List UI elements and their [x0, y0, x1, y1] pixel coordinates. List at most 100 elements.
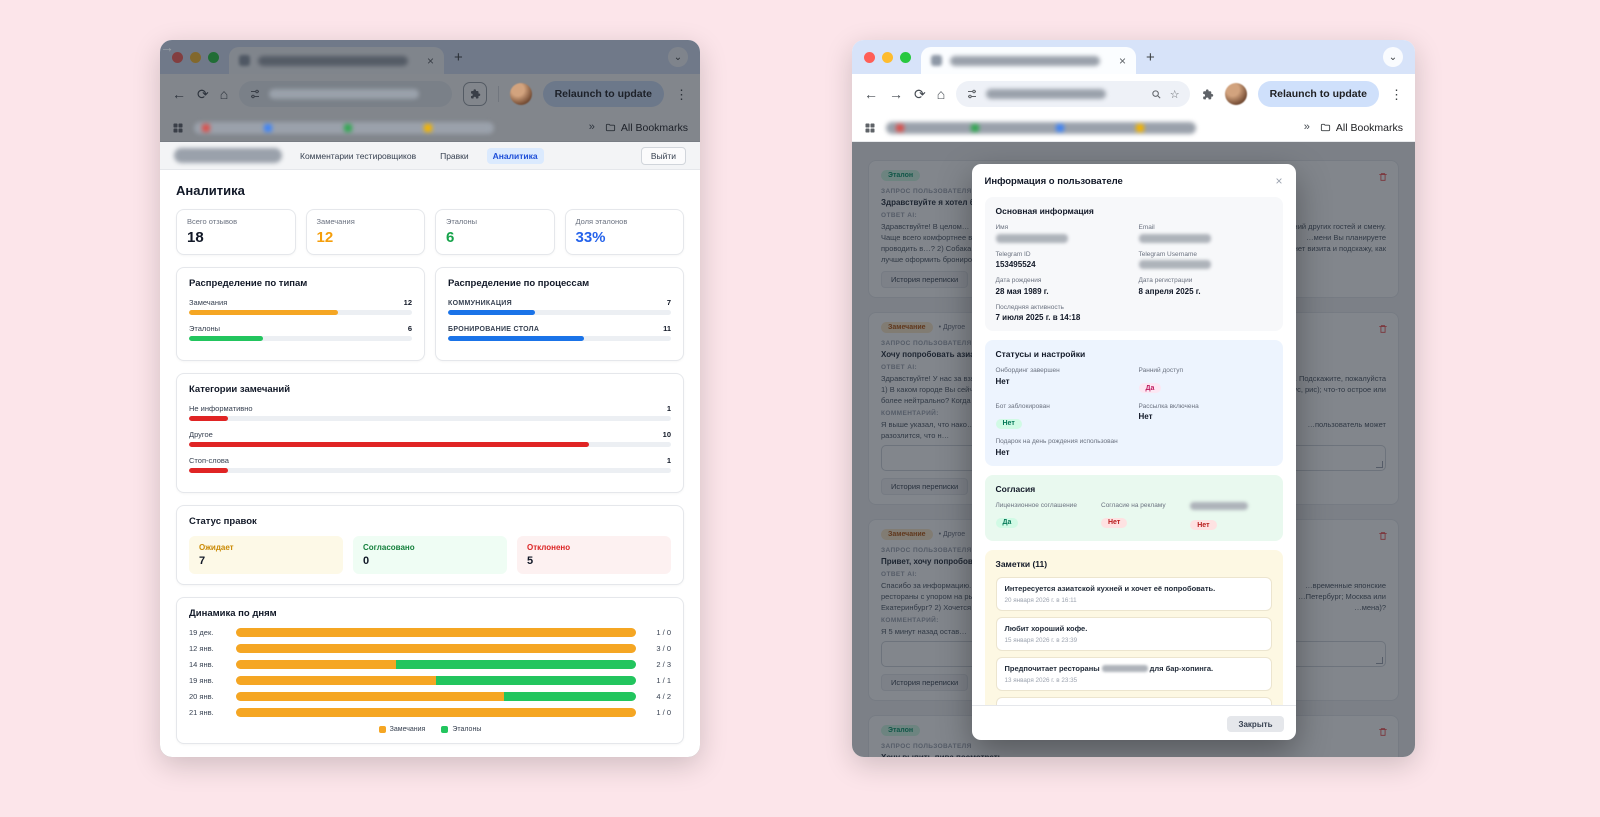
bar-value: 10 — [662, 430, 671, 439]
section-heading: Согласия — [995, 483, 1036, 494]
puzzle-icon — [1202, 88, 1213, 99]
bar-fill — [448, 336, 585, 341]
modal-body: Основная информация Имя Email Telegram I… — [972, 195, 1296, 705]
forward-icon[interactable]: → — [889, 86, 903, 102]
zoom-search-icon[interactable] — [1151, 89, 1162, 100]
remarks-segment — [236, 676, 436, 685]
stacked-bar — [236, 660, 636, 669]
stacked-bar — [236, 644, 636, 653]
zoom-window-button[interactable] — [900, 51, 911, 63]
traffic-lights — [864, 51, 911, 63]
note-item: Предпочитает спокойную атмосферу без гро… — [995, 696, 1272, 705]
menu-kebab-icon[interactable]: ⋮ — [1390, 86, 1403, 102]
bar-label: Другое — [189, 430, 213, 439]
statuses-section: Статусы и настройки Онбординг завершен Не… — [984, 340, 1283, 466]
field-telegram-id: Telegram ID 153495524 — [995, 250, 1036, 270]
tab-close-icon[interactable]: × — [1118, 53, 1126, 68]
chart-legend: Замечания Эталоны — [189, 726, 671, 733]
field-consent-blurred: Нет — [1190, 501, 1271, 532]
url-bar[interactable]: ☆ — [956, 81, 1190, 107]
legend-swatch-orange — [378, 726, 386, 733]
section-heading: Статусы и настройки — [995, 349, 1086, 359]
bar-track — [189, 310, 412, 315]
home-icon[interactable]: ⌂ — [936, 86, 946, 102]
charts-row: Распределение по типам Замечания 12 Этало… — [176, 267, 684, 361]
browser-tab[interactable]: × — [921, 47, 1136, 74]
stat-value: 18 — [187, 229, 204, 246]
bar-fill — [189, 442, 590, 447]
bar-label: Эталоны — [189, 324, 221, 333]
bar-label: КОММУНИКАЦИЯ — [448, 300, 512, 307]
tune-icon[interactable] — [966, 88, 978, 100]
app-nav: Комментарии тестировщиков Правки Аналити… — [160, 142, 700, 170]
status-label: Отклонено — [527, 543, 571, 552]
analytics-page: Комментарии тестировщиков Правки Аналити… — [160, 142, 700, 757]
stat-label: Замечания — [316, 217, 355, 226]
field-ads-consent: Согласие на рекламу Нет — [1101, 501, 1166, 528]
reload-icon[interactable]: ⟳ — [914, 86, 926, 102]
stat-label: Всего отзывов — [187, 217, 238, 226]
notes-section: Заметки (11) Интересуется азиатской кухн… — [984, 549, 1283, 705]
bar-track — [448, 336, 671, 341]
row-value: 1 / 1 — [656, 676, 671, 685]
close-window-button[interactable] — [864, 51, 875, 63]
bar-label: БРОНИРОВАНИЕ СТОЛА — [448, 326, 540, 333]
analytics-body: Аналитика Всего отзывов 18 Замечания 12 … — [160, 170, 700, 757]
legend-swatch-green — [441, 726, 449, 733]
new-tab-button[interactable]: + — [1146, 48, 1155, 66]
stat-card-total: Всего отзывов 18 — [176, 209, 296, 255]
tab-favicon-blurred — [931, 55, 942, 66]
browser-window-left: × + ⌄ ← → ⟳ ⌂ Relaunch to update ⋮ — [160, 40, 700, 757]
bar-value: 6 — [407, 324, 412, 333]
dynamics-row: 21 янв. 1 / 0 — [189, 708, 671, 717]
consent-label-blurred — [1190, 501, 1249, 510]
etalons-segment — [396, 660, 636, 669]
nav-tab-comments[interactable]: Комментарии тестировщиков — [300, 150, 417, 161]
bar-value: 11 — [663, 324, 671, 333]
stat-label: Доля эталонов — [575, 217, 628, 226]
modal-close-icon[interactable]: × — [1275, 174, 1283, 188]
row-value: 4 / 2 — [656, 692, 671, 701]
field-name: Имя — [995, 224, 1129, 243]
tab-search-chevron-icon[interactable]: ⌄ — [1383, 47, 1403, 67]
nav-tab-edits[interactable]: Правки — [440, 150, 469, 161]
all-bookmarks-folder[interactable]: All Bookmarks — [1320, 122, 1403, 134]
dynamics-card: Динамика по дням 19 дек. 1 / 0 12 янв. 3 /… — [176, 597, 684, 744]
row-value: 1 / 0 — [656, 708, 671, 717]
extensions-icon[interactable] — [1201, 88, 1214, 101]
bar-value: 12 — [403, 298, 412, 307]
dynamics-row: 14 янв. 2 / 3 — [189, 660, 671, 669]
bookmark-star-icon[interactable]: ☆ — [1169, 88, 1180, 101]
profile-avatar[interactable] — [1224, 83, 1247, 105]
apps-grid-icon[interactable] — [864, 122, 876, 134]
stacked-bar — [236, 628, 636, 637]
bookmark-items-blurred — [886, 121, 1196, 134]
bookmarks-overflow-icon[interactable]: » — [1303, 121, 1310, 133]
remarks-segment — [236, 660, 396, 669]
note-text-blurred — [1101, 665, 1148, 673]
field-license: Лицензионное соглашение Да — [995, 501, 1077, 528]
license-badge: Да — [995, 517, 1019, 528]
consents-section: Согласия Лицензионное соглашение Да Согла… — [984, 474, 1283, 541]
card-title: Статус правок — [189, 516, 257, 527]
nav-tab-analytics[interactable]: Аналитика — [486, 147, 544, 164]
bar-track — [448, 310, 671, 315]
basic-info-section: Основная информация Имя Email Telegram I… — [984, 197, 1283, 331]
relaunch-button[interactable]: Relaunch to update — [1257, 81, 1379, 107]
bar-track — [189, 442, 671, 447]
close-modal-button[interactable]: Закрыть — [1227, 716, 1284, 732]
status-box-approved: Согласовано 0 — [353, 536, 507, 574]
modal-footer: Закрыть — [971, 704, 1296, 741]
url-text-blurred — [986, 89, 1107, 99]
field-birthday-gift: Подарок на день рождения использован Нет — [995, 438, 1118, 457]
field-email: Email — [1138, 224, 1272, 243]
minimize-window-button[interactable] — [882, 51, 893, 63]
back-icon[interactable]: ← — [864, 86, 878, 102]
row-date: 12 янв. — [189, 644, 214, 653]
logout-button[interactable]: Выйти — [640, 146, 686, 165]
field-telegram-username: Telegram Username — [1138, 251, 1272, 269]
profile-avatar[interactable] — [509, 83, 532, 105]
field-bot-blocked: Бот заблокирован Нет — [995, 402, 1050, 429]
status-value: 5 — [527, 555, 534, 567]
legend-etalons: Эталоны — [441, 726, 481, 733]
